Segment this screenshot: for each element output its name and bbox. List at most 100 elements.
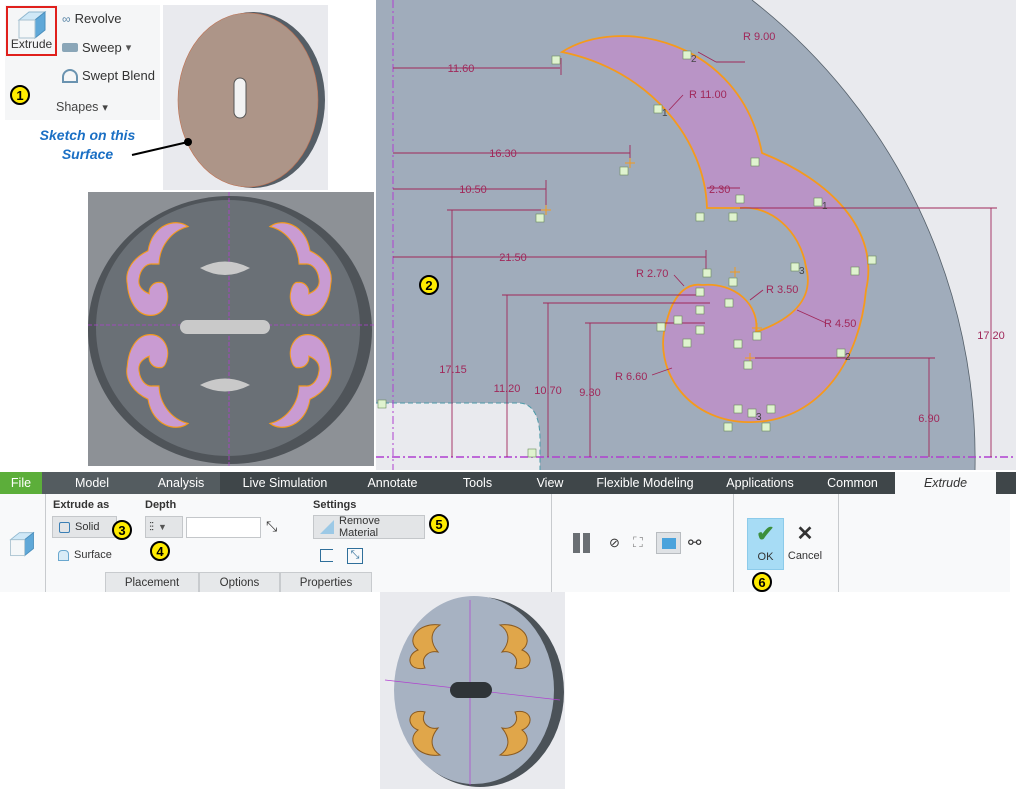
tab-common[interactable]: Common [827,476,878,490]
revolve-label: Revolve [74,11,122,26]
sketch-note-line2: Surface [61,146,114,162]
remove-material-button[interactable]: Remove Material [313,515,425,539]
leader-line [131,138,192,156]
dim-6-90[interactable]: 6.90 [918,413,939,425]
pause-button[interactable] [573,533,590,553]
constraint-index: 2 [845,352,851,363]
tab-live-simulation[interactable]: Live Simulation [242,476,328,490]
thicken-sketch-icon[interactable] [320,549,333,562]
dim-11-20[interactable]: 11.20 [494,383,521,395]
tab-tools[interactable]: Tools [462,476,493,490]
cancel-label: Cancel [787,550,823,562]
sketch-canvas[interactable]: 11.60 16.30 10.50 21.50 R 9.00 R 11.00 2… [376,0,1016,470]
shapes-group-label: Shapes [56,100,99,114]
dim-r6-60[interactable]: R 6.60 [615,371,647,383]
depth-label: Depth [145,499,177,511]
close-icon: ✕ [796,523,814,545]
subtab-options[interactable]: Options [199,572,280,592]
dim-r3-50[interactable]: R 3.50 [766,284,798,296]
tab-applications[interactable]: Applications [726,476,794,490]
dim-17-20[interactable]: 17.20 [977,330,1005,342]
tab-view[interactable]: View [536,476,564,490]
revolve-icon: ∞ [62,11,71,26]
dim-11-60[interactable]: 11.60 [448,63,475,75]
sketch-centers [541,158,762,363]
dim-10-70[interactable]: 10.70 [534,385,562,397]
dim-21-50[interactable]: 21.50 [499,252,527,264]
shapes-group-dropdown[interactable]: Shapes ▾ [56,100,108,114]
feature-preview-icon [661,537,676,549]
verify-mode-icon[interactable]: ⛶ [633,534,643,550]
blind-depth-icon: ⫶⫶ [149,519,154,534]
extrude-as-label: Extrude as [53,499,110,511]
dimension-lines [393,51,997,457]
divider [551,494,552,592]
chevron-down-icon: ▾ [102,101,108,114]
dim-16-30[interactable]: 16.30 [489,148,517,160]
sweep-label: Sweep [82,40,122,55]
dim-9-30[interactable]: 9.30 [579,387,600,399]
sweep-button[interactable]: Sweep ▾ [62,40,131,55]
ok-label: OK [757,551,774,563]
cutout-bottom-left [409,710,442,756]
ribbon-tab-bar: File Model Analysis Live Simulation Anno… [0,472,1016,494]
callout-1: 1 [10,85,30,105]
constraint-index: 1 [822,201,828,212]
dim-r4-50[interactable]: R 4.50 [824,318,856,330]
solid-label: Solid [75,521,100,533]
extrude-button[interactable]: Extrude [6,6,57,56]
swept-blend-button[interactable]: Swept Blend [62,68,155,83]
center-slot-cutout [376,403,540,470]
callout-3: 3 [112,520,132,540]
crescent-sketch-profile [559,35,870,423]
constraint-index: 3 [756,412,762,423]
cancel-button[interactable]: ✕ Cancel [786,523,824,562]
surface-button[interactable]: Surface [58,549,112,561]
settings-label: Settings [313,499,357,511]
tab-file[interactable]: File [0,472,42,494]
no-preview-icon[interactable]: ⊘ [609,535,620,550]
tab-model[interactable]: Model [42,472,142,494]
callout-2: 2 [419,275,439,295]
pause-icon [573,533,580,553]
dim-2-30[interactable]: 2.30 [709,184,730,196]
tab-extrude[interactable]: Extrude [895,472,996,494]
tab-annotate[interactable]: Annotate [367,476,418,490]
swept-blend-icon [62,68,78,83]
dim-r11-00[interactable]: R 11.00 [689,89,727,101]
sweep-dropdown-icon[interactable]: ▾ [125,42,132,54]
extrude-label: Extrude [10,37,53,51]
revolve-button[interactable]: ∞ Revolve [62,11,122,26]
depth-value-input[interactable] [186,517,261,538]
constraint-index: 2 [691,54,697,65]
remove-material-icon [320,520,334,534]
callout-4: 4 [150,541,170,561]
constraint-index-labels: 2 1 1 3 2 3 [662,54,851,423]
swept-blend-label: Swept Blend [82,68,155,83]
ok-button[interactable]: ✔ OK [747,518,784,570]
center-slot [450,682,492,698]
dim-r9-00[interactable]: R 9.00 [743,31,775,43]
dim-r2-70[interactable]: R 2.70 [636,268,668,280]
glasses-preview-icon[interactable]: ⚯ [688,535,702,552]
subtab-properties[interactable]: Properties [280,572,372,592]
flip-direction-icon[interactable]: ⤡ [266,518,278,534]
constraint-index: 1 [662,108,668,119]
flip-material-side-icon[interactable]: ⤡ [347,548,363,564]
feature-preview-toggle[interactable] [656,532,681,554]
tab-flexible-modeling[interactable]: Flexible Modeling [596,476,694,490]
sketch-note-line1: Sketch on this [39,127,136,143]
extrude-feature-icon [9,531,35,557]
cutout-top-left [409,624,442,670]
surface-label: Surface [74,549,112,561]
dim-17-15[interactable]: 17.15 [439,364,467,376]
subtab-placement[interactable]: Placement [105,572,199,592]
solid-button[interactable]: Solid [52,516,117,538]
divider [45,494,46,592]
cutout-bottom-right [498,710,531,756]
surface-icon [58,549,69,561]
dim-10-50[interactable]: 10.50 [459,184,487,196]
remove-material-label: Remove Material [339,515,380,539]
depth-option-dropdown[interactable]: ⫶⫶ ▼ [145,516,183,538]
tab-analysis[interactable]: Analysis [142,472,220,494]
